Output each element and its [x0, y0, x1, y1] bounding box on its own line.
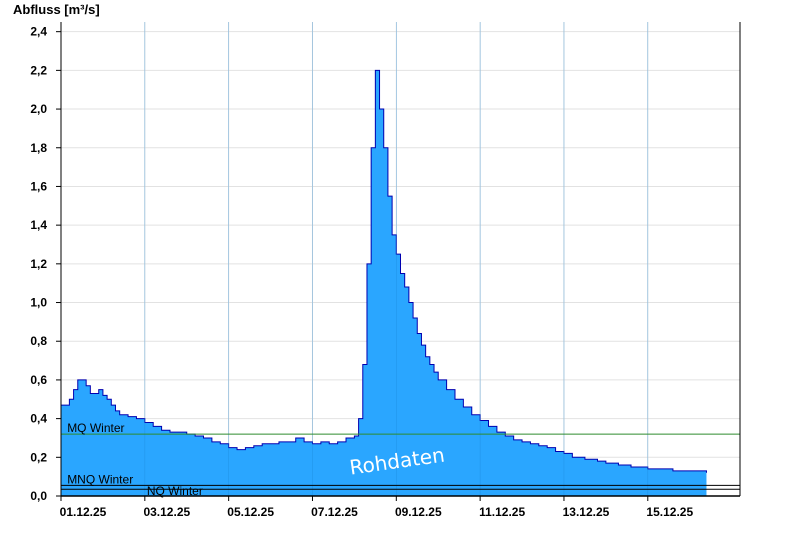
y-tick-label: 0,4 [30, 412, 47, 426]
y-tick-label: 0,0 [30, 489, 47, 503]
y-tick-label: 2,2 [30, 63, 47, 77]
y-tick-label: 0,8 [30, 334, 47, 348]
x-tick-label: 09.12.25 [395, 505, 442, 519]
reference-line-label: NQ Winter [147, 484, 203, 498]
x-tick-label: 15.12.25 [646, 505, 693, 519]
y-tick-label: 0,2 [30, 450, 47, 464]
x-tick-label: 05.12.25 [227, 505, 274, 519]
y-axis-ticks: 0,0 0,2 0,4 0,6 0,8 1,0 1,2 1,4 1,6 1,8 2,0 2,2 2,4 [30, 25, 61, 503]
reference-line-label: MQ Winter [67, 421, 124, 435]
y-tick-label: 1,6 [30, 179, 47, 193]
x-tick-label: 03.12.25 [143, 505, 190, 519]
y-tick-label: 2,4 [30, 25, 47, 39]
y-axis-title: Abfluss [m³/s] [13, 2, 100, 17]
x-tick-label: 13.12.25 [563, 505, 610, 519]
y-tick-label: 1,2 [30, 257, 47, 271]
discharge-line [61, 69, 707, 473]
y-tick-label: 1,4 [30, 218, 47, 232]
y-tick-label: 0,6 [30, 373, 47, 387]
x-tick-label: 11.12.25 [479, 505, 525, 519]
reference-line-label: MNQ Winter [67, 472, 133, 486]
y-tick-label: 1,0 [30, 296, 47, 310]
x-axis-ticks: 01.12.25 03.12.25 05.12.25 07.12.25 09.12.25… [60, 496, 693, 519]
axes [60, 22, 741, 497]
y-tick-label: 2,0 [30, 102, 47, 116]
reference-lines: MQ Winter MNQ Winter NQ Winter [61, 421, 740, 498]
x-tick-label: 07.12.25 [311, 505, 358, 519]
discharge-fill [61, 70, 707, 497]
x-tick-label: 01.12.25 [60, 505, 107, 519]
discharge-area [61, 22, 707, 497]
y-tick-label: 1,8 [30, 141, 47, 155]
